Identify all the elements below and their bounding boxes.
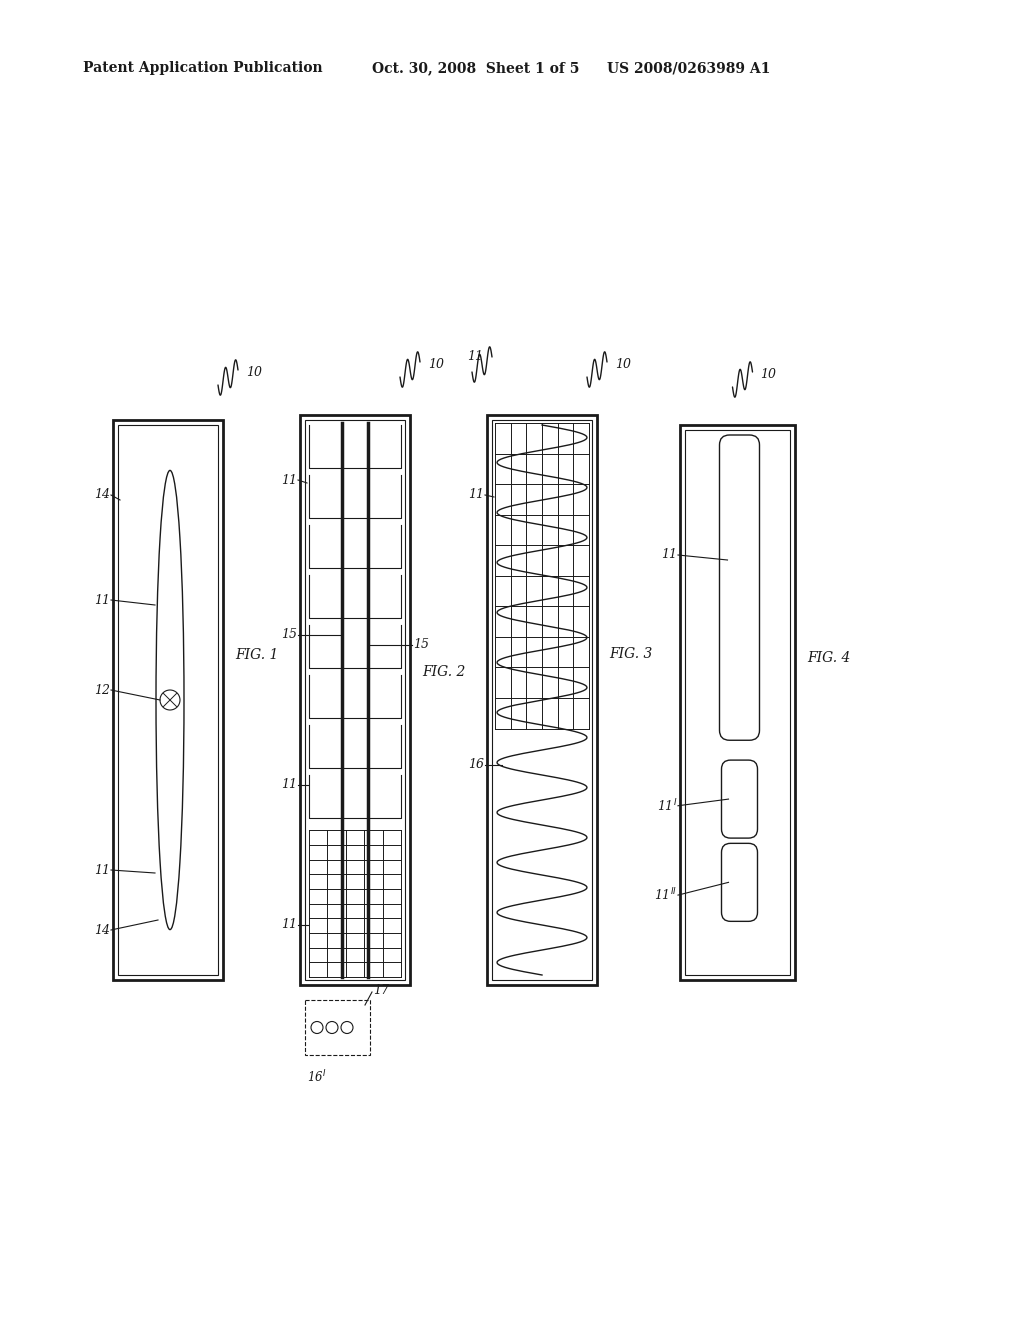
Text: 11: 11 — [94, 863, 110, 876]
Text: 16: 16 — [468, 759, 484, 771]
Text: 11: 11 — [281, 474, 297, 487]
Text: Oct. 30, 2008  Sheet 1 of 5: Oct. 30, 2008 Sheet 1 of 5 — [372, 61, 580, 75]
Text: 11: 11 — [468, 488, 484, 502]
Bar — [113, 420, 223, 979]
Text: 11: 11 — [467, 351, 483, 363]
Text: 14: 14 — [94, 924, 110, 936]
Bar — [680, 425, 795, 979]
Text: 10: 10 — [761, 368, 776, 381]
Text: Patent Application Publication: Patent Application Publication — [83, 61, 323, 75]
Bar — [118, 425, 218, 975]
Text: 11: 11 — [662, 549, 677, 561]
Text: 11: 11 — [94, 594, 110, 606]
Text: 10: 10 — [615, 359, 631, 371]
Text: 10: 10 — [246, 367, 262, 380]
Text: 12: 12 — [94, 684, 110, 697]
Text: 15: 15 — [413, 639, 429, 652]
Text: FIG. 3: FIG. 3 — [609, 647, 652, 661]
Text: 11: 11 — [281, 919, 297, 932]
Text: 10: 10 — [428, 359, 444, 371]
Bar — [305, 1001, 370, 1055]
Text: FIG. 2: FIG. 2 — [422, 664, 465, 678]
Bar — [300, 414, 410, 985]
Text: 15: 15 — [281, 628, 297, 642]
Text: FIG. 4: FIG. 4 — [807, 651, 850, 665]
Text: US 2008/0263989 A1: US 2008/0263989 A1 — [607, 61, 770, 75]
Bar — [305, 420, 406, 979]
Bar — [685, 430, 790, 975]
Text: 11$^{II}$: 11$^{II}$ — [654, 887, 677, 903]
Text: 11$^I$: 11$^I$ — [656, 797, 677, 814]
Text: 11: 11 — [281, 779, 297, 792]
Text: 17: 17 — [373, 983, 389, 997]
Text: 16$^I$: 16$^I$ — [307, 1069, 327, 1085]
Text: 14: 14 — [94, 488, 110, 502]
Text: FIG. 1: FIG. 1 — [234, 648, 279, 663]
Bar — [492, 420, 592, 979]
Bar — [487, 414, 597, 985]
